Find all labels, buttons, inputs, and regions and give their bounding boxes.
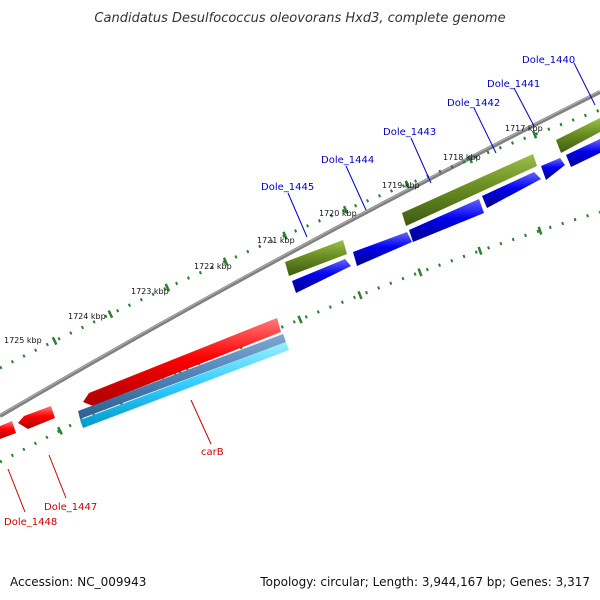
reverse-cds-1447[interactable]	[18, 406, 55, 429]
outer-major-tick	[51, 336, 58, 346]
forward-cds-3[interactable]	[482, 172, 541, 208]
label-leader-lines	[7, 62, 596, 513]
rna-feature-light[interactable]	[80, 342, 289, 428]
green-feature-1[interactable]	[556, 118, 600, 153]
tick-label-1717: 1717 kbp	[505, 124, 543, 133]
outer-major-tick	[107, 310, 114, 319]
outer-major-tick	[404, 180, 411, 189]
gene-label-dole-1440[interactable]: Dole_1440	[522, 55, 575, 66]
green-feature-2[interactable]	[402, 154, 537, 226]
outer-major-tick	[467, 155, 474, 164]
gene-label-dole-1444[interactable]: Dole_1444	[321, 155, 374, 166]
tick-label-1724: 1724 kbp	[68, 312, 106, 321]
outer-major-tick	[532, 130, 538, 139]
inner-major-tick	[57, 426, 63, 435]
outer-major-ticks	[51, 130, 538, 346]
tick-label-1719: 1719 kbp	[382, 181, 420, 190]
forward-cds-4[interactable]	[409, 199, 484, 242]
tick-label-1721: 1721 kbp	[257, 236, 295, 245]
outer-major-tick	[342, 205, 349, 215]
accession-text: Accession: NC_009943	[10, 575, 146, 589]
forward-cds-2[interactable]	[541, 158, 565, 180]
map-title: Candidatus Desulfococcus oleovorans Hxd3…	[94, 11, 505, 26]
tick-label-1720: 1720 kbp	[319, 209, 357, 218]
inner-major-tick	[537, 226, 543, 235]
inner-major-tick	[477, 246, 483, 255]
gene-label-dole-1448[interactable]: Dole_1448	[4, 517, 57, 528]
genome-summary-text: Topology: circular; Length: 3,944,167 bp…	[259, 575, 590, 589]
inner-major-tick	[417, 268, 423, 277]
tick-label-1723: 1723 kbp	[131, 287, 169, 296]
forward-cds-1[interactable]	[566, 139, 600, 167]
green-feature-3[interactable]	[285, 240, 347, 276]
gene-label-dole-1442[interactable]: Dole_1442	[447, 98, 500, 109]
tick-label-1722: 1722 kbp	[194, 262, 232, 271]
inner-major-tick	[297, 315, 303, 324]
tick-label-1718: 1718 kbp	[443, 153, 481, 162]
forward-cds-6[interactable]	[292, 259, 351, 293]
gene-label-dole-1441[interactable]: Dole_1441	[487, 79, 540, 90]
gene-label-dole-1443[interactable]: Dole_1443	[383, 127, 436, 138]
gene-label-carB[interactable]: carB	[201, 447, 224, 458]
forward-cds-5[interactable]	[353, 232, 412, 266]
genome-backbone-highlight	[0, 90, 600, 416]
gene-label-dole-1445[interactable]: Dole_1445	[261, 182, 314, 193]
rna-feature-dark[interactable]	[78, 334, 286, 419]
outer-major-tick	[164, 283, 171, 292]
genome-backbone	[0, 90, 600, 418]
tick-label-1725: 1725 kbp	[4, 336, 42, 345]
reverse-cds-carB[interactable]	[83, 318, 281, 406]
inner-major-tick	[357, 291, 363, 300]
outer-major-tick	[282, 231, 288, 240]
outer-major-tick	[222, 257, 229, 266]
reverse-cds-1448[interactable]	[0, 421, 16, 439]
gene-label-dole-1447[interactable]: Dole_1447	[44, 502, 97, 513]
outer-scale-ring	[0, 108, 600, 370]
